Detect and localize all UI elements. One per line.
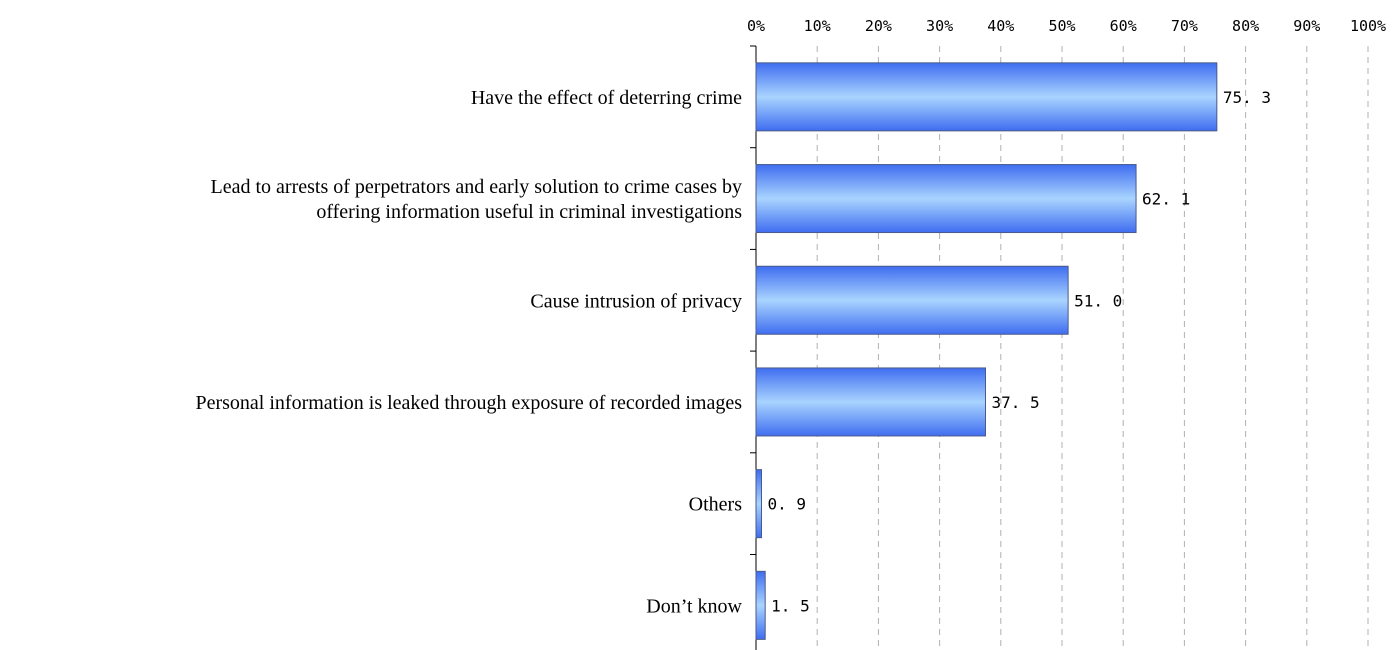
category-label: offering information useful in criminal … [316,201,742,223]
category-label: Have the effect of deterring crime [471,87,742,109]
data-label: 51. 0 [1074,291,1122,310]
axes [750,45,757,650]
data-label: 75. 3 [1223,88,1271,107]
x-tick-label: 90% [1293,17,1320,35]
x-tick-label: 40% [987,17,1014,35]
bar [755,265,1069,335]
category-label: Lead to arrests of perpetrators and earl… [211,176,742,198]
category-label: Don’t know [646,595,742,617]
category-label: Personal information is leaked through e… [195,392,742,414]
data-label: 37. 5 [992,393,1040,412]
x-tick-label: 50% [1048,17,1075,35]
labels: 0% 10% 20% 30% 40% 50% 60% 70% 80% 90% 100% 75. 3 Ha… [195,17,1386,617]
x-tick-label: 10% [804,17,831,35]
x-tick-label: 30% [926,17,953,35]
data-label: 1. 5 [771,596,810,615]
bar [755,367,986,437]
data-label: 0. 9 [768,495,807,514]
gridlines [816,46,1369,650]
bar [755,570,766,640]
data-label: 62. 1 [1142,190,1190,209]
bar [755,469,763,539]
x-tick-label: 70% [1171,17,1198,35]
bars [755,62,1218,640]
x-tick-label: 80% [1232,17,1259,35]
x-tick-label: 20% [865,17,892,35]
x-tick-label: 60% [1110,17,1137,35]
category-label: Cause intrusion of privacy [530,290,742,312]
x-tick-label: 0% [747,17,765,35]
bar [755,164,1137,234]
bar [755,62,1218,132]
x-tick-label: 100% [1350,17,1386,35]
category-label: Others [689,494,743,516]
